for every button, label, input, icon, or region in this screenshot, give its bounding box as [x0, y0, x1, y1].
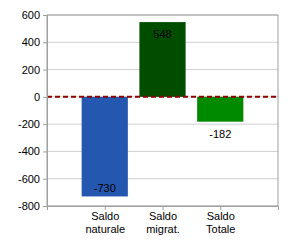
plot-background: [47, 15, 278, 206]
plot-frame: [47, 15, 278, 206]
data-label: 548: [153, 28, 171, 40]
y-tick-mark: [43, 151, 47, 152]
x-tick-label-line: Saldo: [207, 210, 235, 222]
y-tick: 200: [22, 64, 47, 76]
zero-line: [47, 96, 278, 98]
y-axis-line: [43, 16, 48, 207]
y-tick: 0: [34, 91, 47, 103]
y-tick-label: 400: [22, 36, 40, 48]
chart: -800-600-400-2000200400600SaldonaturaleS…: [0, 0, 290, 250]
bar: [82, 97, 128, 197]
data-labels: -730 548 -182: [94, 28, 232, 194]
x-tick-label-line: migrat.: [146, 223, 180, 235]
x-tick: Saldomigrat.: [146, 206, 180, 235]
x-tick-label-line: Saldo: [91, 210, 119, 222]
y-tick-mark: [43, 97, 47, 98]
x-tick-label-line: Saldo: [149, 210, 177, 222]
y-tick: -600: [18, 173, 47, 185]
y-tick-label: 600: [22, 9, 40, 21]
plot: -800-600-400-2000200400600SaldonaturaleS…: [18, 9, 279, 235]
y-tick: 600: [22, 9, 47, 21]
x-tick: SaldoTotale: [206, 206, 235, 235]
x-tick-label: SaldoTotale: [206, 210, 235, 235]
y-tick-mark: [43, 70, 47, 71]
x-tick-label: Saldonaturale: [85, 210, 125, 235]
y-tick-label: -200: [18, 118, 40, 130]
y-tick-label: 0: [34, 91, 40, 103]
y-tick: -400: [18, 145, 47, 157]
bars: [82, 22, 244, 196]
x-tick-label-line: naturale: [85, 223, 125, 235]
bar: [197, 97, 243, 122]
y-tick-mark: [43, 42, 47, 43]
y-axis: -800 -600 -400 -200 0 200 400 600: [18, 9, 48, 212]
data-label: -730: [94, 182, 116, 194]
grid-line: [47, 96, 278, 97]
data-label: -182: [209, 128, 231, 140]
grid: [47, 15, 278, 206]
y-tick-mark: [43, 179, 47, 180]
y-tick-label: 200: [22, 64, 40, 76]
y-tick-mark: [43, 206, 47, 207]
bar: [139, 22, 185, 97]
y-tick-label: -600: [18, 173, 40, 185]
y-tick: -800: [18, 200, 47, 212]
y-tick-mark: [43, 124, 47, 125]
y-tick: -200: [18, 118, 47, 130]
x-tick: Saldonaturale: [85, 206, 125, 235]
x-tick-label-line: Totale: [206, 223, 235, 235]
y-tick-label: -400: [18, 145, 40, 157]
y-tick-mark: [43, 15, 47, 16]
x-axis: SaldonaturaleSaldomigrat.SaldoTotale: [48, 206, 279, 235]
y-tick: 400: [22, 36, 47, 48]
x-tick-label: Saldomigrat.: [146, 210, 180, 235]
y-tick-label: -800: [18, 200, 40, 212]
